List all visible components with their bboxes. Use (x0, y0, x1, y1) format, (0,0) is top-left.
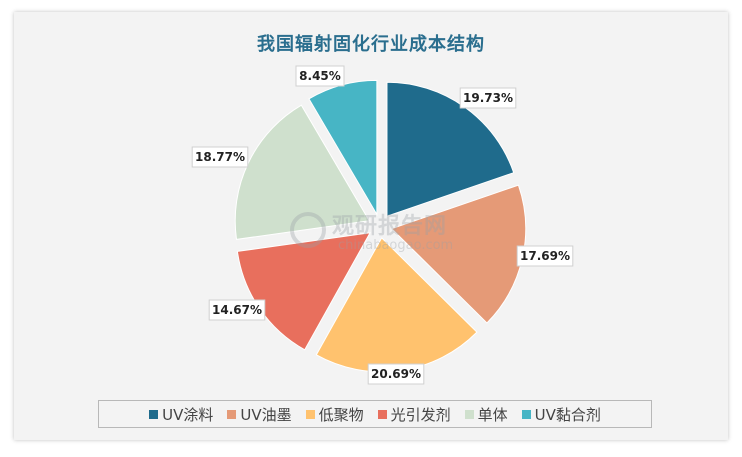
legend-swatch (305, 409, 315, 419)
data-label: 14.67% (212, 303, 262, 317)
data-label: 8.45% (299, 69, 341, 83)
legend: UV涂料 UV油墨 低聚物 光引发剂 单体 UV黏合剂 (98, 400, 652, 428)
legend-label: 低聚物 (318, 405, 364, 424)
data-label-box (516, 245, 574, 267)
legend-label: 单体 (477, 405, 508, 424)
data-label-box (367, 363, 425, 385)
data-label: 18.77% (195, 150, 245, 164)
pie-slice (234, 104, 371, 240)
legend-swatch (464, 409, 474, 419)
data-label: 17.69% (520, 249, 570, 263)
chart-title: 我国辐射固化行业成本结构 (257, 34, 485, 55)
legend-item: 低聚物 (305, 404, 364, 425)
legend-swatch (377, 409, 387, 419)
legend-label: 光引发剂 (390, 405, 451, 424)
legend-item: 单体 (464, 404, 508, 425)
data-label-box (191, 146, 249, 168)
data-label-box (459, 87, 517, 109)
legend-item: UV黏合剂 (521, 404, 601, 425)
legend-item: 光引发剂 (377, 404, 451, 425)
data-label-box (295, 65, 345, 87)
legend-label: UV油墨 (240, 405, 292, 424)
legend-label: UV涂料 (162, 405, 214, 424)
legend-swatch (149, 409, 159, 419)
legend-item: UV涂料 (149, 404, 213, 425)
legend-swatch (521, 409, 531, 419)
data-label-box (208, 299, 266, 321)
legend-swatch (227, 409, 237, 419)
legend-item: UV油墨 (227, 404, 292, 425)
data-label: 19.73% (463, 91, 513, 105)
legend-label: UV黏合剂 (534, 405, 601, 424)
data-label: 20.69% (371, 367, 421, 381)
